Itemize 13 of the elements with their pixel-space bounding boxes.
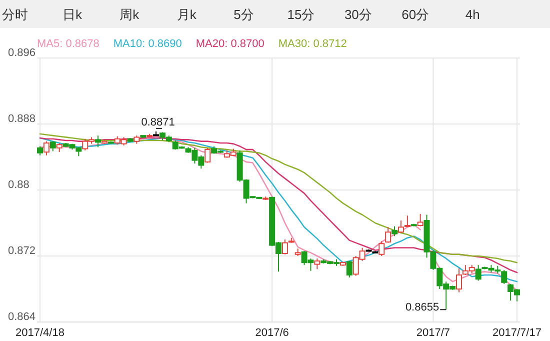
legend: MA5: 0.8678 MA10: 0.8690 MA20: 0.8700 MA30: 0.8712 [37,38,347,50]
annotation: 0.8871 [141,116,175,128]
y-tick-label: 0.888 [8,113,36,125]
y-tick-label: 0.896 [8,47,36,59]
tabs: 分时 日k 周k 月k 5分 15分 30分 60分 4h [0,0,550,28]
y-tick-label: 0.88 [8,179,30,191]
x-tick-label: 2017/7/17 [492,327,542,339]
y-tick-label: 0.864 [8,311,36,323]
annotation: 0.8655 [405,302,440,314]
x-tick-label: 2017/6 [255,327,289,339]
x-tick-label: 2017/7 [416,327,450,339]
x-tick-label: 2017/4/18 [16,327,64,339]
y-tick-label: 0.872 [8,245,36,257]
